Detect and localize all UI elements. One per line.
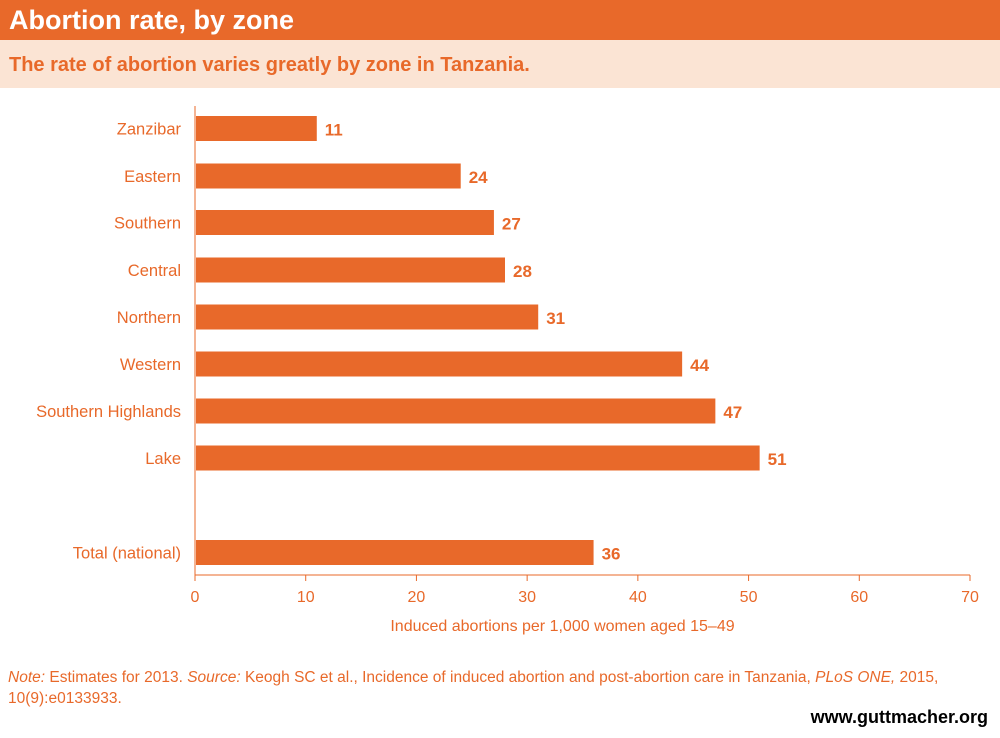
website-link[interactable]: www.guttmacher.org: [810, 707, 988, 727]
bar: [196, 163, 461, 189]
category-label: Central: [128, 262, 181, 280]
x-tick-label: 0: [191, 589, 200, 606]
citation-text: 2015, 10(9):e0133933.: [8, 669, 939, 707]
chart-subtitle: The rate of abortion varies greatly by z…: [0, 40, 1000, 88]
bar: [196, 398, 716, 424]
x-tick-label: 10: [297, 589, 315, 606]
x-tick-label: 30: [518, 589, 536, 606]
category-label: Northern: [117, 309, 181, 327]
data-label: 24: [469, 168, 488, 187]
x-tick-label: 50: [740, 589, 758, 606]
bar: [196, 540, 594, 565]
data-label: 44: [690, 356, 709, 375]
x-tick-label: 70: [961, 589, 979, 606]
data-label: 11: [325, 121, 343, 140]
data-label: 27: [502, 215, 521, 234]
category-label: Zanzibar: [117, 121, 182, 139]
note-label: Note:: [8, 669, 46, 686]
bar: [196, 304, 539, 330]
bar: [196, 210, 494, 235]
bar: [196, 445, 760, 471]
data-label: 31: [546, 309, 565, 328]
data-label: 47: [723, 403, 742, 422]
note-text: Estimates for 2013.: [45, 669, 188, 686]
data-label: 36: [602, 545, 621, 564]
x-tick-label: 20: [408, 589, 426, 606]
category-label: Eastern: [124, 168, 181, 186]
category-label: Western: [120, 356, 181, 374]
bar: [196, 257, 505, 283]
bar: [196, 116, 317, 141]
x-tick-label: 60: [850, 589, 868, 606]
data-label: 51: [768, 450, 787, 469]
source-text: Keogh SC et al., Incidence of induced ab…: [240, 669, 816, 686]
source-label: Source:: [187, 669, 241, 686]
data-label: 28: [513, 262, 532, 281]
category-label: Southern: [114, 215, 181, 233]
source-note: Note: Estimates for 2013. Source: Keogh …: [8, 667, 968, 709]
journal-name: PLoS ONE,: [815, 669, 896, 686]
bar-chart: 0 10 20 30 40 50 60 70 Induced abortions per 1,0…: [36, 106, 979, 635]
category-label: Total (national): [73, 545, 181, 563]
x-tick-label: 40: [629, 589, 647, 606]
chart-title: Abortion rate, by zone: [0, 0, 1000, 40]
category-label: Southern Highlands: [36, 403, 181, 421]
bar: [196, 351, 683, 377]
category-label: Lake: [145, 450, 181, 468]
x-axis-title: Induced abortions per 1,000 women aged 1…: [390, 618, 734, 635]
